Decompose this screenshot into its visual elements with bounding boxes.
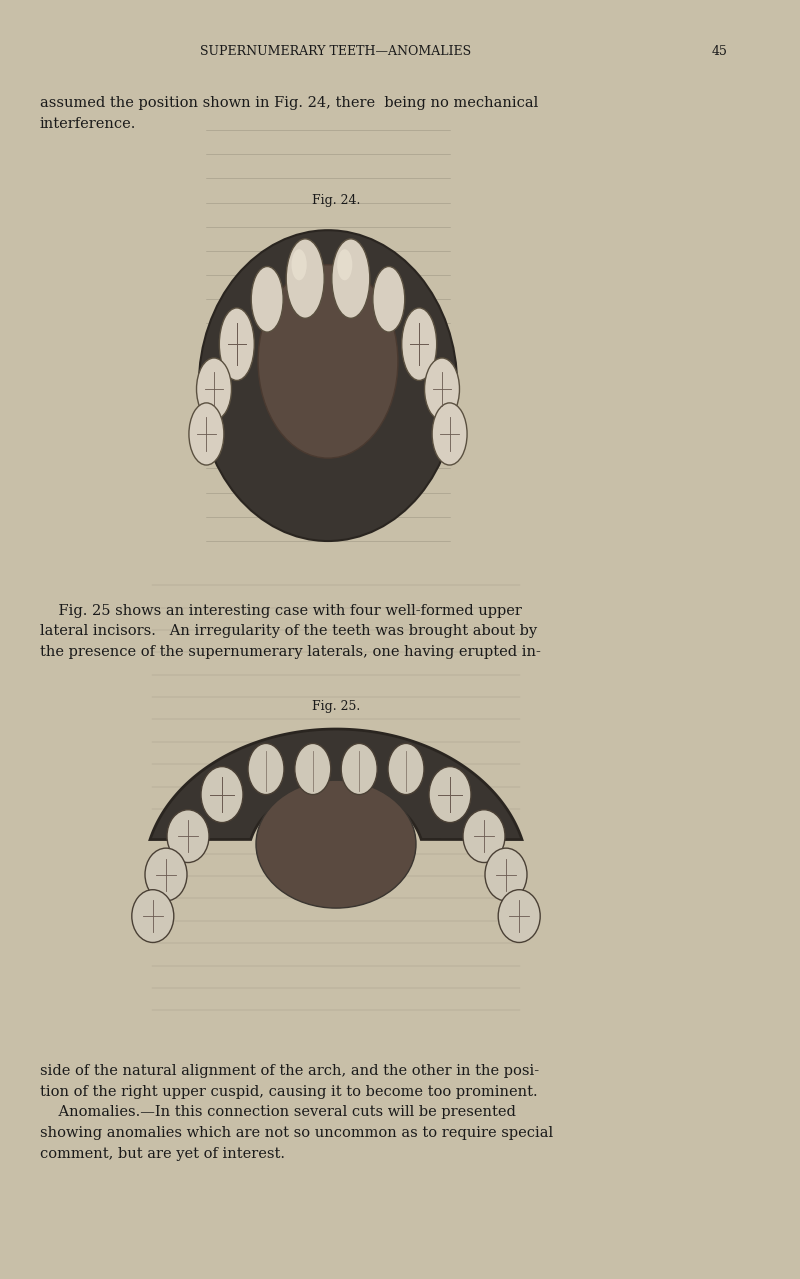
Ellipse shape — [373, 266, 405, 333]
Ellipse shape — [201, 766, 243, 822]
Ellipse shape — [332, 239, 370, 318]
Ellipse shape — [432, 403, 467, 466]
Ellipse shape — [251, 266, 283, 333]
Text: assumed the position shown in Fig. 24, there  being no mechanical
interference.: assumed the position shown in Fig. 24, t… — [40, 96, 538, 130]
Text: Fig. 25 shows an interesting case with four well-formed upper
lateral incisors. : Fig. 25 shows an interesting case with f… — [40, 604, 541, 659]
Ellipse shape — [291, 249, 306, 280]
Ellipse shape — [341, 743, 378, 794]
Ellipse shape — [388, 743, 424, 794]
Ellipse shape — [485, 848, 527, 900]
Ellipse shape — [167, 810, 209, 862]
Ellipse shape — [402, 308, 437, 380]
Ellipse shape — [145, 848, 187, 900]
Text: SUPERNUMERARY TEETH—ANOMALIES: SUPERNUMERARY TEETH—ANOMALIES — [201, 45, 471, 58]
Text: side of the natural alignment of the arch, and the other in the posi-
tion of th: side of the natural alignment of the arc… — [40, 1064, 553, 1160]
Ellipse shape — [189, 403, 224, 466]
Ellipse shape — [294, 743, 331, 794]
Ellipse shape — [463, 810, 505, 862]
Ellipse shape — [286, 239, 324, 318]
Ellipse shape — [198, 230, 458, 541]
Ellipse shape — [256, 780, 416, 908]
Polygon shape — [150, 729, 522, 839]
Ellipse shape — [425, 358, 459, 420]
Text: 45: 45 — [712, 45, 728, 58]
Ellipse shape — [498, 890, 540, 943]
Ellipse shape — [429, 766, 471, 822]
Ellipse shape — [337, 249, 352, 280]
Ellipse shape — [132, 890, 174, 943]
Text: Fig. 24.: Fig. 24. — [312, 194, 360, 207]
Ellipse shape — [219, 308, 254, 380]
Ellipse shape — [197, 358, 231, 420]
Ellipse shape — [258, 265, 398, 458]
Ellipse shape — [248, 743, 284, 794]
Text: Fig. 25.: Fig. 25. — [312, 700, 360, 712]
